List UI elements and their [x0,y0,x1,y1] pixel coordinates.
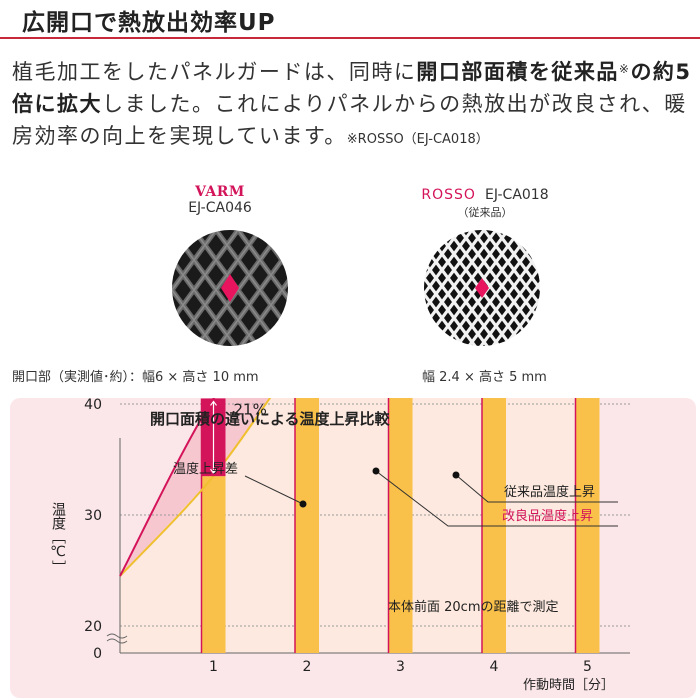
product-model: EJ-CA046 [188,200,252,216]
series-line-conventional [119,398,272,577]
axis-break-mark [106,633,128,644]
condition-label: 本体前面 20cmの距離で測定 [388,599,559,615]
product-varm-label: VARM EJ-CA046 [150,184,290,216]
product-name: ROSSO [421,187,476,203]
diff-label: 温度上昇差 [173,461,238,477]
y-tick-label: 30 [84,508,102,524]
x-tick-label: 1 [209,659,218,675]
chart-panel: 開口面積の違いによる温度上昇比較 温度上昇差 本体前面 20cmの距離で測定 作… [10,398,696,698]
x-tick-label: 2 [303,659,312,675]
x-tick-label: 3 [396,659,405,675]
intro-part1: 植毛加工をしたパネルガードは、同時に [12,60,417,84]
legend-leader-improved [375,470,618,527]
intro-note: ※ROSSO（EJ-CA018） [346,132,489,147]
page-title: 広開口で熱放出効率UP [22,10,276,36]
temperature-bar [295,398,319,653]
intro-part2: しました。これによりパネルからの熱放出が改良され、暖房効率の向上を実現しています… [12,92,687,148]
y-axis-label: 温度［℃］ [50,502,66,574]
arrow-head-up [210,400,217,406]
diff-leader-dot [299,500,307,508]
product-sub: （従来品） [457,206,513,219]
varm-mesh-image [172,230,288,346]
intro-emphasis-1: 開口部面積を従来品 [416,60,619,84]
rosso-caption: 幅 2.4 × 高さ 5 mm [422,370,547,385]
product-model: EJ-CA018 [485,187,549,203]
intro-emphasis-2: の約5倍に拡大 [12,60,692,116]
title-bar: 広開口で熱放出効率UP [0,0,700,39]
legend-dot-improved [372,467,380,475]
intro-footnote-mark: ※ [618,62,631,76]
temperature-bar [388,398,413,653]
x-tick-label: 4 [490,659,499,675]
series-line-improved [119,398,215,577]
legend-dot-conventional [452,471,460,479]
rosso-mesh-image [424,230,540,346]
y-tick-label: 20 [84,619,102,635]
y-tick-label: 40 [84,398,102,413]
x-axis-label: 作動時間［分］ [523,678,614,693]
arrow-head-down [210,468,217,475]
legend-leader-conventional [455,474,618,503]
title-underline [0,37,700,39]
percent-label: 21% [234,400,267,418]
temperature-bar [201,476,226,653]
temperature-chart: 開口面積の違いによる温度上昇比較 温度上昇差 本体前面 20cmの距離で測定 作… [50,398,630,693]
y-tick-label: 0 [93,646,102,662]
product-rosso-label: ROSSO EJ-CA018 （従来品） [395,184,575,220]
diff-leader-line [244,475,304,505]
varm-caption: 開口部（実測値･約）：幅6 × 高さ 10 mm [12,370,259,385]
product-name: VARM [195,184,245,200]
x-tick-label: 5 [583,659,592,675]
intro-text: 植毛加工をしたパネルガードは、同時に開口部面積を従来品※の約5倍に拡大しました。… [12,56,692,156]
legend-improved: 改良品温度上昇 [502,508,593,524]
difference-band [120,398,271,577]
legend-conventional: 従来品温度上昇 [504,484,595,500]
chart-title: 開口面積の違いによる温度上昇比較 [150,410,391,428]
plot-fill-below-conventional [120,398,588,653]
